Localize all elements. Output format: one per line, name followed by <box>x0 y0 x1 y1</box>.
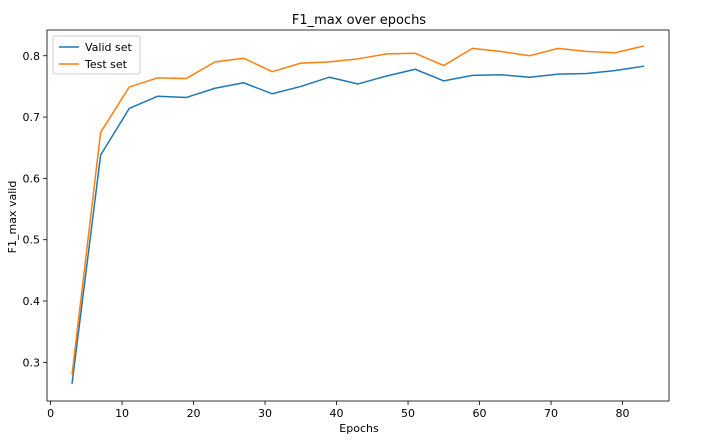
x-tick-label-0: 0 <box>47 407 54 420</box>
x-tick-label-80: 80 <box>616 407 630 420</box>
x-tick-label-10: 10 <box>115 407 129 420</box>
y-tick-label-0.7: 0.7 <box>23 111 41 124</box>
y-tick-label-0.5: 0.5 <box>23 234 41 247</box>
x-tick-label-30: 30 <box>258 407 272 420</box>
legend-label-1: Test set <box>84 58 128 71</box>
legend-label-0: Valid set <box>85 41 133 54</box>
x-tick-label-70: 70 <box>544 407 558 420</box>
y-tick-label-0.3: 0.3 <box>23 356 41 369</box>
x-tick-label-50: 50 <box>401 407 415 420</box>
x-axis-label: Epochs <box>339 422 379 435</box>
y-tick-label-0.4: 0.4 <box>23 295 41 308</box>
y-tick-label-0.8: 0.8 <box>23 50 41 63</box>
series-line-1 <box>71 45 645 375</box>
series-line-0 <box>71 65 645 384</box>
x-tick-label-60: 60 <box>473 407 487 420</box>
chart-title: F1_max over epochs <box>292 13 426 28</box>
y-tick-label-0.6: 0.6 <box>23 172 41 185</box>
x-tick-label-40: 40 <box>330 407 344 420</box>
plot-area: 0 10 20 30 40 50 60 70 80 0.3 0.4 0.5 0.6 0.7 0.8 Valid… <box>23 29 670 420</box>
axes-frame <box>46 29 670 402</box>
x-tick-label-20: 20 <box>187 407 201 420</box>
y-axis-label: F1_max valid <box>6 181 19 254</box>
